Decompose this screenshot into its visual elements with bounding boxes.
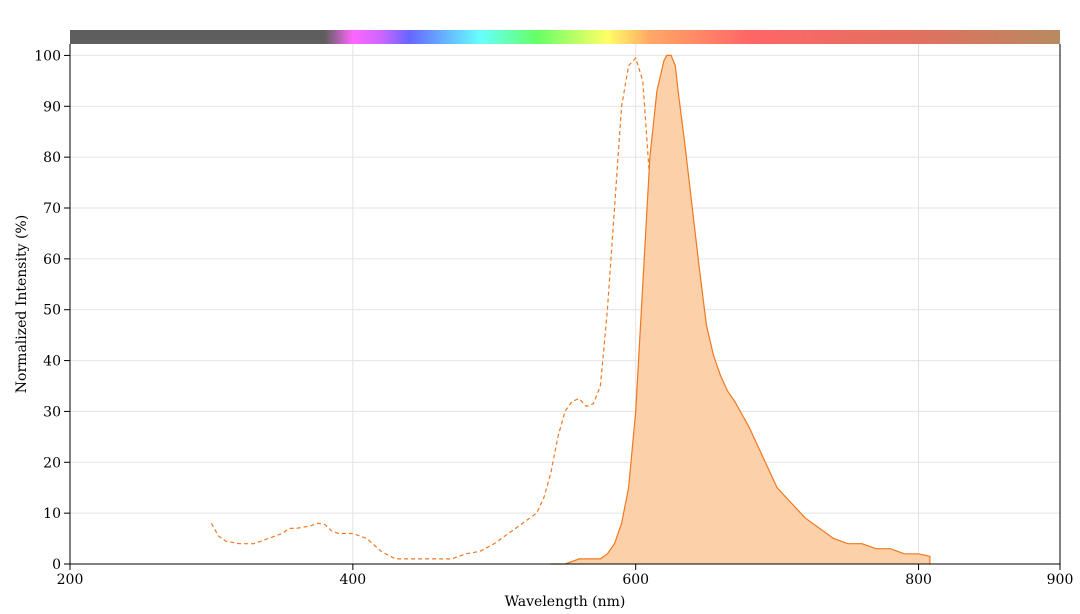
y-tick-label-80: 80 bbox=[43, 150, 61, 166]
y-tick-label-0: 0 bbox=[52, 557, 61, 573]
x-tick-label-200: 200 bbox=[57, 572, 84, 588]
y-tick-label-70: 70 bbox=[43, 201, 61, 217]
spectrum-bar bbox=[70, 30, 1060, 44]
y-tick-label-50: 50 bbox=[43, 303, 61, 319]
x-tick-label-900: 900 bbox=[1047, 572, 1074, 588]
y-tick-label-100: 100 bbox=[34, 48, 61, 64]
x-axis-title: Wavelength (nm) bbox=[505, 594, 626, 610]
y-tick-label-20: 20 bbox=[43, 455, 61, 471]
y-tick-label-40: 40 bbox=[43, 354, 61, 370]
emission-area bbox=[550, 55, 930, 565]
y-tick-label-10: 10 bbox=[43, 506, 61, 522]
axes: 0 10 20 30 40 50 60 70 80 90 100 200 400 600 800 900 bbox=[34, 44, 1073, 588]
y-tick-label-30: 30 bbox=[43, 404, 61, 420]
x-tick-label-600: 600 bbox=[622, 572, 649, 588]
x-tick-label-400: 400 bbox=[339, 572, 366, 588]
y-axis-title: Normalized Intensity (%) bbox=[14, 215, 30, 393]
y-tick-label-90: 90 bbox=[43, 99, 61, 115]
x-tick-label-800: 800 bbox=[905, 572, 932, 588]
grid-lines bbox=[70, 44, 1060, 564]
emission-line bbox=[550, 54, 931, 565]
series-layer bbox=[210, 54, 931, 565]
y-tick-label-60: 60 bbox=[43, 252, 61, 268]
